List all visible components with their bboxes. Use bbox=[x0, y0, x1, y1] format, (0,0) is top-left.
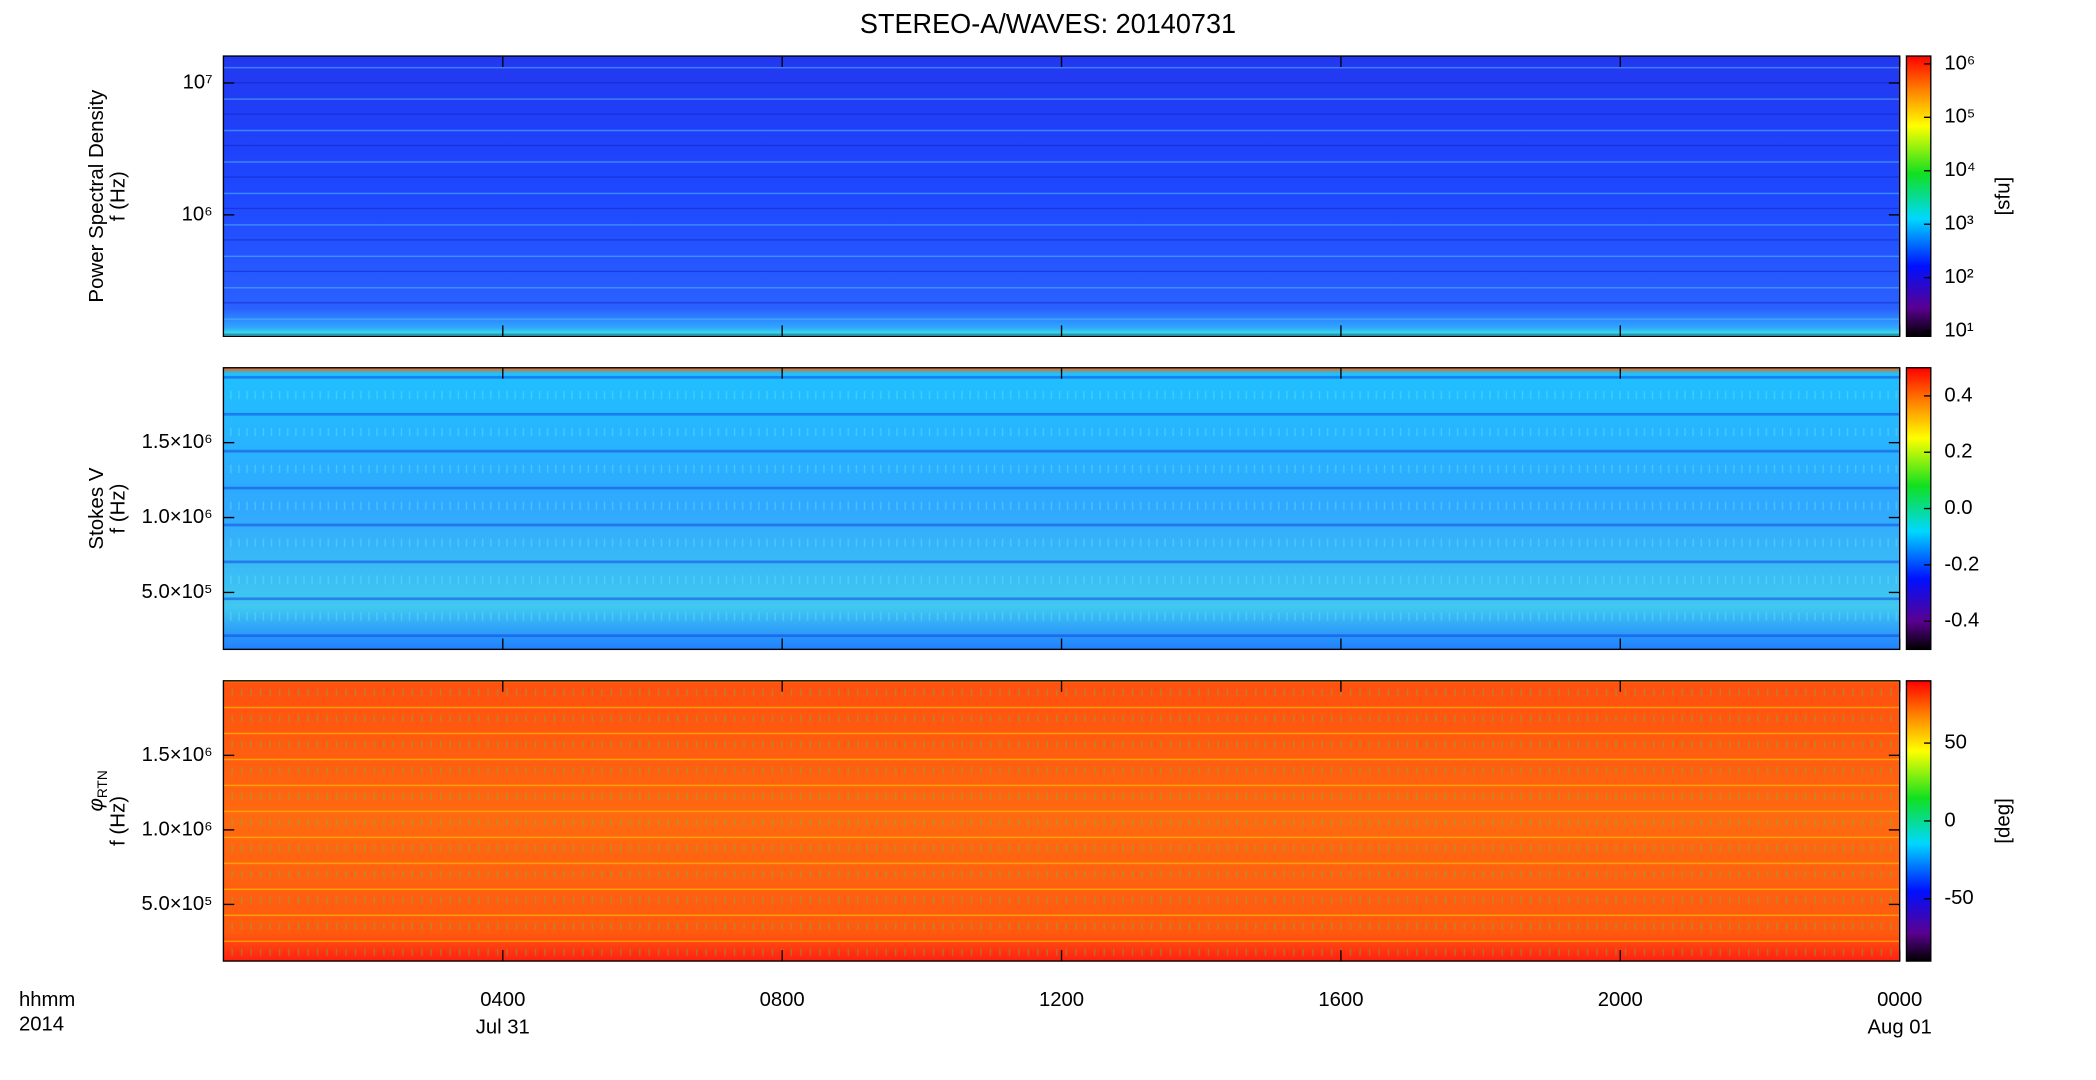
y-axis-label: f (Hz) bbox=[108, 484, 130, 534]
x-date-label: Jul 31 bbox=[476, 1016, 530, 1038]
x-tick-label: 2000 bbox=[1598, 989, 1643, 1011]
colorbar-tick-label: 0 bbox=[1944, 809, 1955, 831]
spectrogram-texture bbox=[223, 367, 1900, 650]
y-axis-subscript: RTN bbox=[95, 770, 110, 798]
y-axis-label: f (Hz) bbox=[108, 796, 130, 846]
colorbar-tick-label: 10¹ bbox=[1944, 319, 1974, 341]
x-tick-label: 0000 bbox=[1877, 989, 1922, 1011]
y-tick-label: 5.0×10⁵ bbox=[142, 893, 213, 915]
y-tick-label: 1.0×10⁶ bbox=[142, 506, 213, 528]
y-tick-label: 5.0×10⁵ bbox=[142, 581, 213, 603]
colorbar-tick-label: 10³ bbox=[1944, 213, 1974, 235]
y-axis-symbol: φ bbox=[86, 798, 108, 811]
colorbar-tick-label: 0.2 bbox=[1944, 441, 1972, 463]
x-tick-label: 0800 bbox=[760, 989, 805, 1011]
y-axis-label: Power Spectral Density bbox=[86, 89, 108, 303]
colorbar-tick-label: 10⁵ bbox=[1944, 106, 1975, 128]
spectrogram-texture bbox=[223, 56, 1900, 337]
colorbar-tick-label: 0.4 bbox=[1944, 384, 1972, 406]
x-date-label: Aug 01 bbox=[1868, 1016, 1932, 1038]
x-axis-label: 2014 bbox=[19, 1014, 64, 1036]
y-tick-label: 1.5×10⁶ bbox=[142, 744, 213, 766]
colorbar-tick-label: 10⁶ bbox=[1944, 52, 1975, 74]
y-axis-label: f (Hz) bbox=[108, 171, 130, 221]
x-tick-label: 1600 bbox=[1318, 989, 1363, 1011]
colorbar-tick-label: -50 bbox=[1944, 887, 1973, 909]
y-axis-label: φRTN bbox=[86, 770, 110, 811]
colorbar-tick-label: -0.2 bbox=[1944, 553, 1979, 575]
colorbar-tick-label: 50 bbox=[1944, 731, 1967, 753]
y-tick-label: 1.5×10⁶ bbox=[142, 431, 213, 453]
colorbar-label: [sfu] bbox=[1992, 177, 2014, 216]
y-axis-label: Stokes V bbox=[86, 467, 108, 549]
colorbar-label: [deg] bbox=[1992, 798, 2014, 844]
x-axis-label: hhmm bbox=[19, 989, 75, 1011]
y-tick-label: 1.0×10⁶ bbox=[142, 818, 213, 840]
spectrogram-texture bbox=[223, 680, 1900, 962]
y-tick-label: 10⁷ bbox=[183, 71, 213, 93]
y-tick-label: 10⁶ bbox=[182, 203, 213, 225]
colorbar-tick-label: -0.4 bbox=[1944, 610, 1979, 632]
x-tick-label: 1200 bbox=[1039, 989, 1084, 1011]
colorbar-tick-label: 10² bbox=[1944, 266, 1974, 288]
colorbar-tick-label: 0.0 bbox=[1944, 497, 1972, 519]
chart-title: STEREO-A/WAVES: 20140731 bbox=[860, 8, 1236, 39]
colorbar bbox=[1905, 55, 1932, 337]
colorbar-tick-label: 10⁴ bbox=[1944, 159, 1975, 181]
x-tick-label: 0400 bbox=[480, 989, 525, 1011]
